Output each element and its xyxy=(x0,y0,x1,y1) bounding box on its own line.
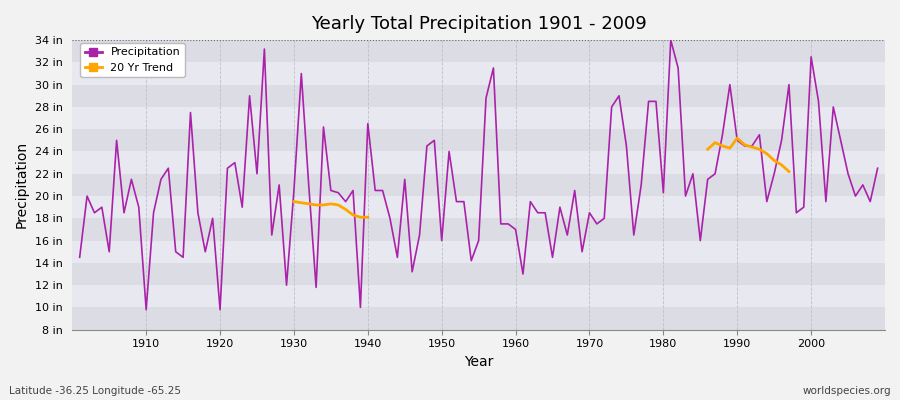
Bar xyxy=(72,174,885,196)
Y-axis label: Precipitation: Precipitation xyxy=(15,141,29,228)
Title: Yearly Total Precipitation 1901 - 2009: Yearly Total Precipitation 1901 - 2009 xyxy=(310,15,646,33)
X-axis label: Year: Year xyxy=(464,355,493,369)
Bar xyxy=(72,196,885,218)
Bar xyxy=(72,62,885,85)
Bar xyxy=(72,107,885,129)
Text: Latitude -36.25 Longitude -65.25: Latitude -36.25 Longitude -65.25 xyxy=(9,386,181,396)
Bar xyxy=(72,308,885,330)
Bar xyxy=(72,218,885,241)
Bar xyxy=(72,152,885,174)
Text: worldspecies.org: worldspecies.org xyxy=(803,386,891,396)
Bar xyxy=(72,263,885,285)
Bar xyxy=(72,241,885,263)
Bar xyxy=(72,129,885,152)
Bar xyxy=(72,85,885,107)
Bar xyxy=(72,285,885,308)
Legend: Precipitation, 20 Yr Trend: Precipitation, 20 Yr Trend xyxy=(80,43,184,78)
Bar xyxy=(72,40,885,62)
